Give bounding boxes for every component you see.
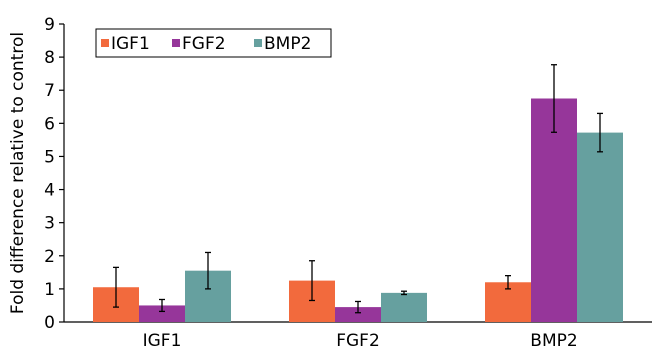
legend-frame [95, 28, 332, 58]
error-bars [113, 64, 603, 314]
legend-label-fgf2: FGF2 [182, 34, 226, 54]
y-tick-label: 8 [44, 48, 55, 68]
bar-fgf2-fgf2 [335, 307, 381, 322]
category-labels: IGF1 FGF2 BMP2 [143, 331, 578, 351]
bar-fgf2-bmp2 [531, 98, 577, 322]
legend-swatch-bmp2 [254, 39, 262, 47]
y-tick-label: 3 [44, 214, 55, 234]
y-axis-title: Fold difference relative to control [8, 32, 28, 314]
bar-bmp2-fgf2 [381, 292, 427, 322]
y-ticks: 0 1 2 3 4 5 6 7 8 9 [44, 15, 64, 333]
y-tick-label: 7 [44, 81, 55, 101]
y-tick-label: 4 [44, 181, 55, 201]
legend-swatch-fgf2 [172, 39, 180, 47]
y-tick-label: 2 [44, 247, 55, 267]
y-tick-label: 5 [44, 147, 55, 167]
x-category-label: FGF2 [336, 331, 380, 351]
y-axis-title-group: Fold difference relative to control [8, 32, 28, 314]
legend-label-igf1: IGF1 [111, 34, 150, 54]
y-tick-label: 6 [44, 114, 55, 134]
x-category-label: IGF1 [143, 331, 182, 351]
bar-bmp2-bmp2 [577, 132, 623, 322]
bars [93, 98, 623, 322]
y-tick-label: 1 [44, 280, 55, 300]
legend-label-bmp2: BMP2 [264, 34, 311, 54]
x-category-label: BMP2 [530, 331, 577, 351]
bar-fgf2-igf1 [139, 305, 185, 322]
y-tick-label: 9 [44, 15, 55, 35]
legend: IGF1 FGF2 BMP2 [95, 28, 332, 58]
y-tick-label: 0 [44, 313, 55, 333]
legend-swatch-igf1 [101, 39, 109, 47]
